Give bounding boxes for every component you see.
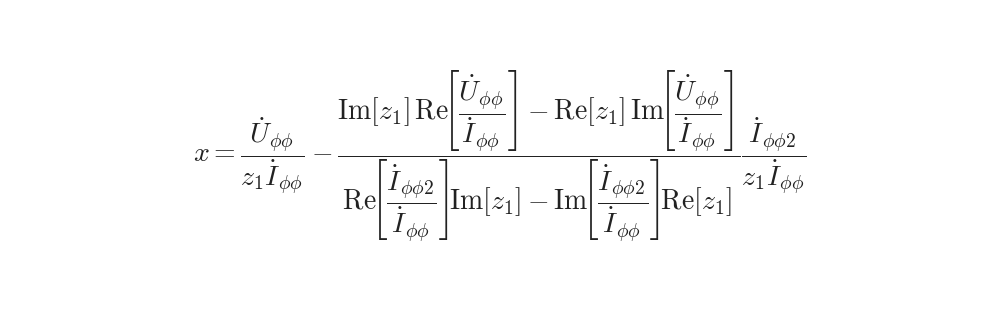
Text: $x = \dfrac{\dot{U}_{\phi\phi}}{z_1\dot{I}_{\phi\phi}} - \dfrac{\mathrm{Im}[z_1]: $x = \dfrac{\dot{U}_{\phi\phi}}{z_1\dot{…: [193, 68, 807, 244]
